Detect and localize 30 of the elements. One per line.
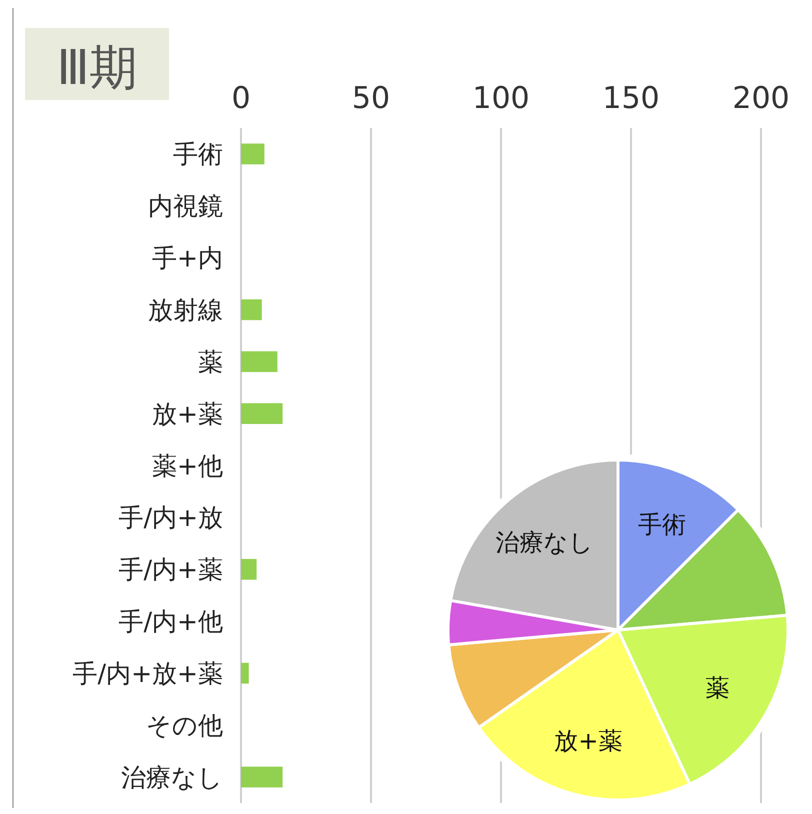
chart-title: Ⅲ期 (56, 40, 138, 96)
y-tick-label: 薬+他 (152, 451, 223, 480)
y-tick-label: 手/内+放+薬 (72, 658, 223, 688)
bar (241, 403, 283, 424)
y-tick-label: 薬 (198, 347, 223, 376)
bar (241, 351, 278, 372)
x-tick-label: 200 (732, 81, 790, 116)
x-tick-label: 50 (352, 81, 390, 116)
x-tick-label: 0 (231, 81, 251, 116)
y-tick-label: 手/内+他 (118, 607, 223, 636)
slice-label: 手術 (638, 510, 686, 538)
bar (241, 662, 249, 684)
y-tick-label: 手術 (173, 140, 223, 169)
bar (241, 766, 283, 788)
bar (241, 299, 262, 320)
bar (241, 558, 257, 580)
x-tick-label: 100 (472, 81, 530, 116)
y-tick-label: 手/内+薬 (118, 555, 223, 584)
bar (241, 144, 264, 164)
y-tick-label: 治療なし (121, 762, 223, 792)
y-tick-label: 放射線 (148, 295, 223, 324)
y-tick-label: 手+内 (152, 244, 223, 273)
y-tick-label: その他 (146, 710, 223, 740)
x-tick-label: 150 (602, 81, 660, 116)
y-tick-label: 手/内+放 (118, 503, 223, 532)
y-tick-label: 放+薬 (152, 399, 223, 428)
y-tick-label: 内視鏡 (148, 192, 223, 221)
slice-label: 治療なし (495, 528, 594, 556)
slice-label: 薬 (705, 674, 730, 702)
slice-label: 放+薬 (554, 727, 622, 756)
